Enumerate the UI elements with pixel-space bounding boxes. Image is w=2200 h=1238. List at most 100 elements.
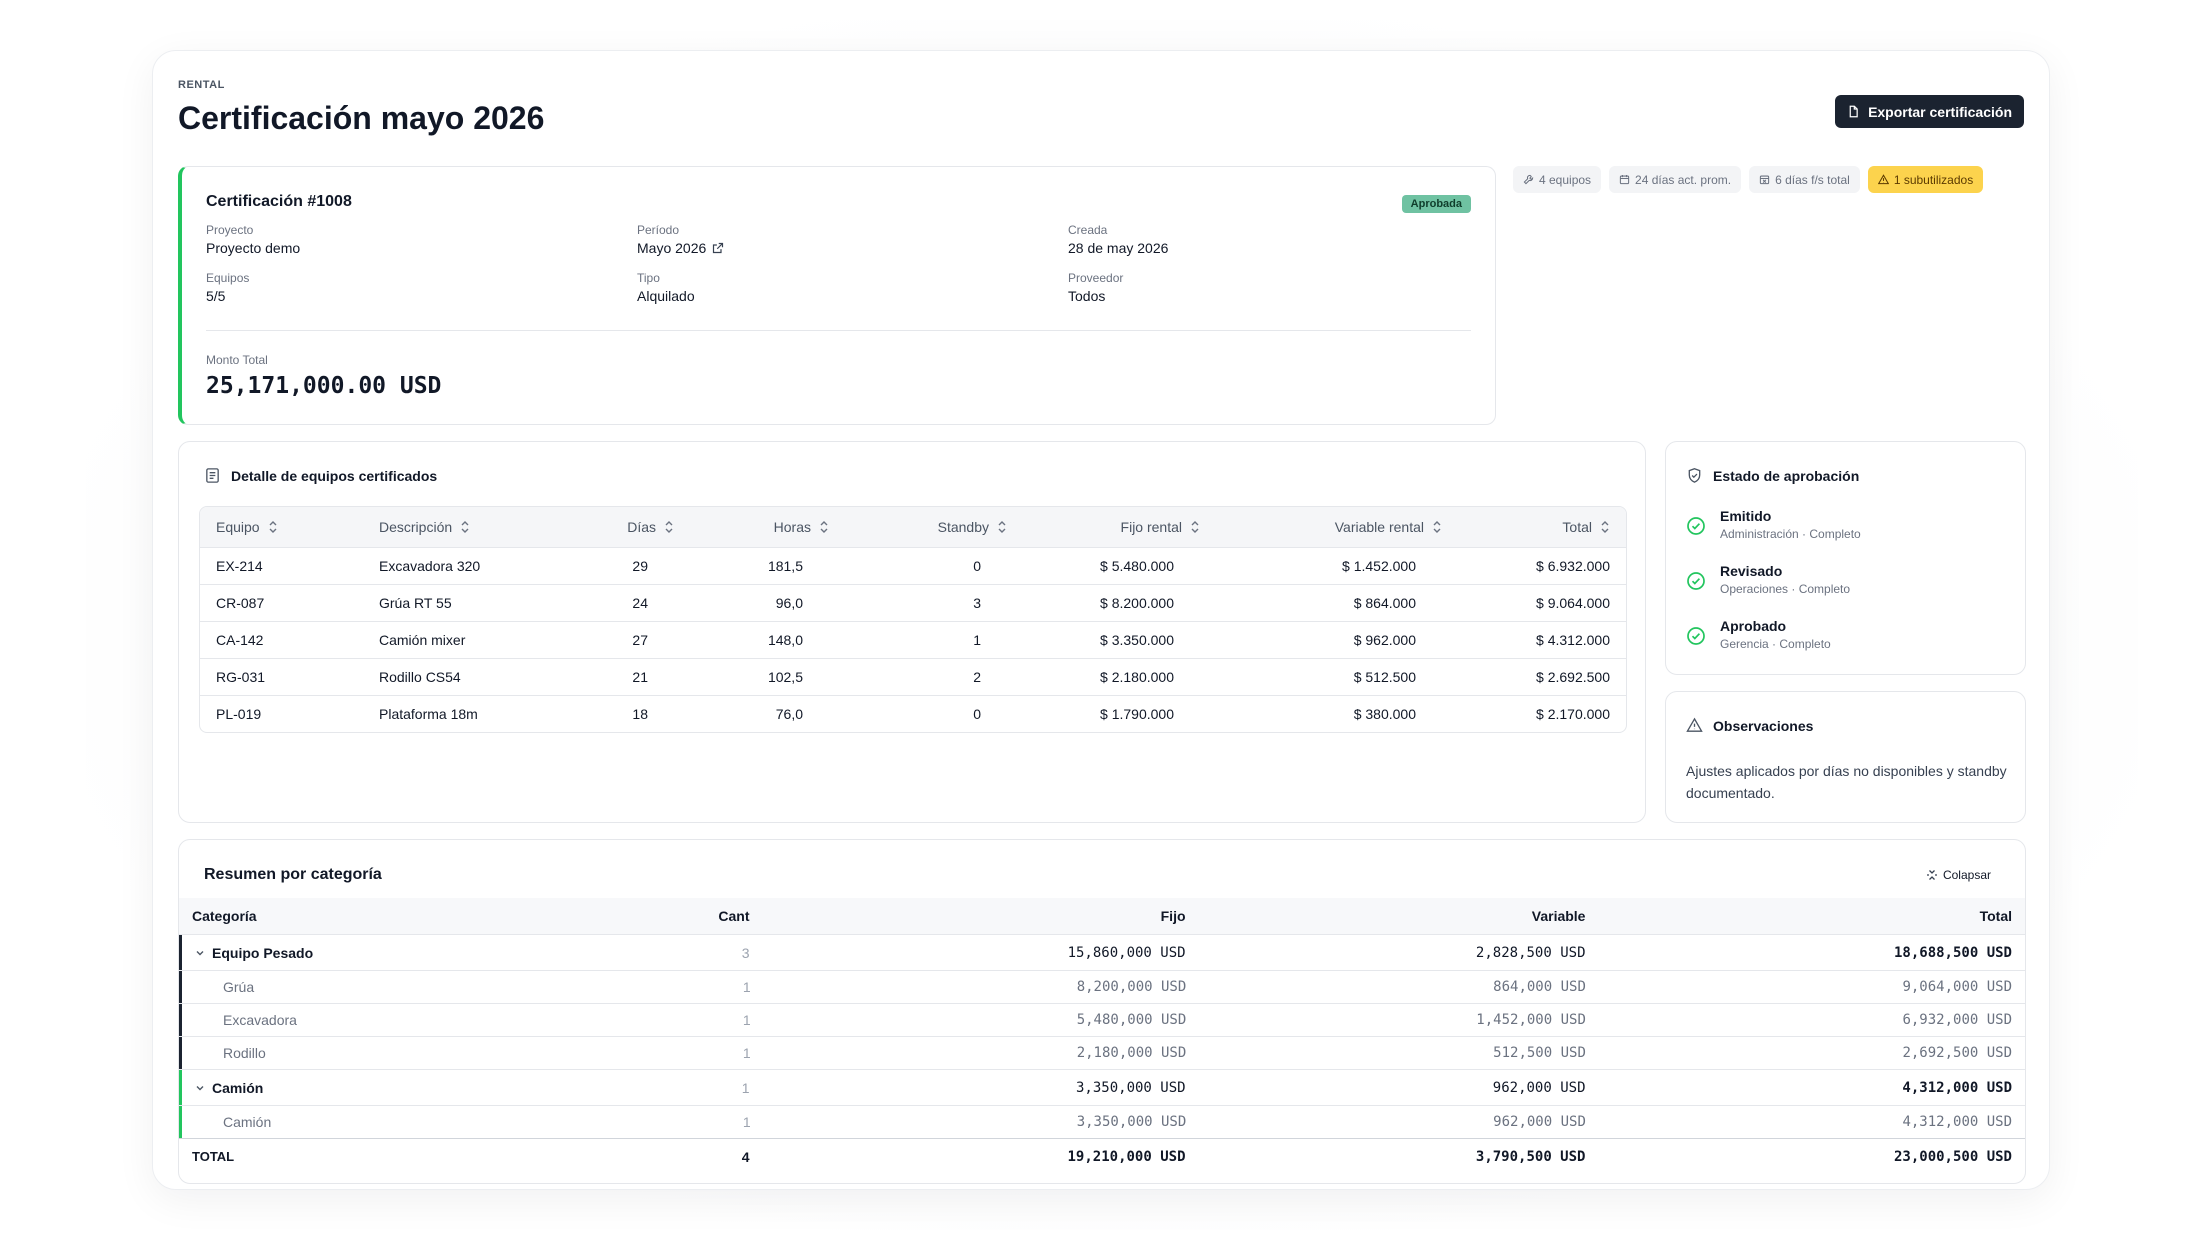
sort-icon (461, 521, 469, 533)
column-header-equipo[interactable]: Equipo (200, 507, 363, 547)
file-icon (1849, 105, 1858, 118)
item-total: 2,692,500 USD (1902, 1045, 2013, 1061)
total-total: 23,000,500 USD (1893, 1148, 2012, 1165)
step-subtitle: Gerencia · Completo (1720, 637, 1831, 651)
cell-variable: $ 380.000 (1353, 706, 1416, 722)
export-button[interactable]: Exportar certificación (1835, 95, 2024, 128)
table-row[interactable]: EX-214 Excavadora 320 29 181,5 0 $ 5.480… (200, 547, 1626, 584)
chip-label: 24 días act. prom. (1635, 172, 1732, 187)
item-variable: 1,452,000 USD (1476, 1012, 1586, 1028)
column-header-variable[interactable]: Variable rental (1216, 507, 1458, 547)
column-header-total[interactable]: Total (1458, 507, 1626, 547)
check-circle-icon (1687, 627, 1705, 645)
approval-step-aprobado: Aprobado Gerencia · Completo (1686, 618, 1831, 651)
summary-total-row: TOTAL 4 19,210,000 USD 3,790,500 USD 23,… (179, 1138, 2025, 1174)
sort-icon (1433, 521, 1441, 533)
item-variable: 962,000 USD (1493, 1114, 1586, 1130)
chip-dias-activos: 24 días act. prom. (1609, 166, 1742, 193)
category-name: Equipo Pesado (212, 944, 314, 961)
amount-value: 25,171,000.00 USD (206, 373, 442, 399)
table-row[interactable]: CA-142 Camión mixer 27 148,0 1 $ 3.350.0… (200, 621, 1626, 658)
field-value[interactable]: Mayo 2026 (637, 240, 724, 256)
cell-horas: 181,5 (767, 558, 803, 574)
field-label: Período (637, 223, 680, 237)
chevron-down-icon[interactable] (194, 947, 206, 959)
cell-descripcion: Plataforma 18m (379, 706, 478, 722)
cell-standby: 1 (973, 632, 981, 648)
collapse-label: Colapsar (1942, 868, 1991, 882)
column-header-horas[interactable]: Horas (690, 507, 845, 547)
cell-dias: 24 (632, 595, 648, 611)
app-window: RENTAL Certificación mayo 2026 Exportar … (152, 50, 2050, 1190)
category-group-row[interactable]: Equipo Pesado 3 15,860,000 USD 2,828,500… (179, 934, 2025, 970)
chip-subutilizados: 1 subutilizados (1867, 166, 1984, 193)
warning-triangle-icon (1686, 717, 1703, 732)
field-label: Equipos (206, 271, 250, 285)
category-total: 4,312,000 USD (1902, 1079, 2012, 1096)
item-fijo: 8,200,000 USD (1076, 979, 1187, 995)
cell-fijo: $ 3.350.000 (1100, 632, 1174, 648)
cell-total: $ 9.064.000 (1536, 595, 1610, 611)
observations-card-header: Observaciones (1686, 717, 1813, 734)
field-proyecto: Proyecto Proyecto demo (206, 223, 300, 256)
item-name: Excavadora (223, 1012, 297, 1028)
sort-icon (998, 521, 1006, 533)
sort-icon (1601, 521, 1609, 533)
check-circle-icon (1687, 517, 1705, 535)
cell-horas: 96,0 (775, 595, 803, 611)
cell-fijo: $ 2.180.000 (1100, 669, 1174, 685)
column-label: Fijo rental (1120, 519, 1182, 535)
field-periodo: Período Mayo 2026 (637, 223, 724, 256)
field-value: Alquilado (637, 288, 695, 304)
chevron-down-icon[interactable] (194, 1082, 206, 1094)
cell-variable: $ 864.000 (1353, 595, 1416, 611)
field-tipo: Tipo Alquilado (637, 271, 695, 304)
field-value: Todos (1068, 288, 1106, 304)
item-variable: 512,500 USD (1493, 1045, 1586, 1061)
external-link-icon[interactable] (712, 242, 724, 254)
periodo-link[interactable]: Mayo 2026 (637, 240, 707, 256)
table-row[interactable]: CR-087 Grúa RT 55 24 96,0 3 $ 8.200.000 … (200, 584, 1626, 621)
table-header-row: Equipo Descripción Días Horas Standby Fi… (200, 507, 1626, 547)
cell-equipo: PL-019 (216, 706, 262, 722)
column-label: Horas (773, 519, 811, 535)
document-list-icon (206, 468, 219, 483)
category-accent-bar (179, 935, 182, 970)
item-variable: 864,000 USD (1493, 979, 1586, 995)
column-header-fijo[interactable]: Fijo rental (1023, 507, 1216, 547)
step-title: Revisado (1720, 563, 1783, 579)
category-group-row[interactable]: Camión 1 3,350,000 USD 962,000 USD 4,312… (179, 1069, 2025, 1105)
approval-card-header: Estado de aprobación (1686, 467, 1859, 484)
step-subtitle: Administración · Completo (1720, 527, 1861, 541)
field-value: 5/5 (206, 288, 226, 304)
approval-card: Estado de aprobación Emitido Administrac… (1665, 441, 2026, 675)
column-header-standby[interactable]: Standby (845, 507, 1023, 547)
table-row[interactable]: PL-019 Plataforma 18m 18 76,0 0 $ 1.790.… (200, 695, 1626, 732)
category-fijo: 3,350,000 USD (1076, 1079, 1186, 1096)
cell-dias: 27 (632, 632, 648, 648)
cell-horas: 76,0 (775, 706, 803, 722)
table-row[interactable]: RG-031 Rodillo CS54 21 102,5 2 $ 2.180.0… (200, 658, 1626, 695)
divider (206, 330, 1471, 331)
amount-label: Monto Total (206, 353, 268, 367)
category-cant: 3 (741, 944, 750, 961)
sort-icon (665, 521, 673, 533)
category-total: 18,688,500 USD (1893, 944, 2012, 961)
column-header-dias[interactable]: Días (584, 507, 690, 547)
collapse-button[interactable]: Colapsar (1926, 868, 1991, 882)
step-title: Aprobado (1720, 618, 1787, 634)
stats-chips: 4 equipos 24 días act. prom. 6 días f/s … (1513, 166, 1984, 193)
column-header-categoria: Categoría (192, 908, 257, 924)
category-item-row: Rodillo 1 2,180,000 USD 512,500 USD 2,69… (179, 1036, 2025, 1069)
collapse-icon (1926, 870, 1937, 880)
approval-step-revisado: Revisado Operaciones · Completo (1686, 563, 1850, 596)
column-label: Variable rental (1334, 519, 1424, 535)
equipment-card: Detalle de equipos certificados Equipo D… (178, 441, 1646, 823)
item-total: 4,312,000 USD (1902, 1114, 2013, 1130)
item-cant: 1 (742, 1012, 751, 1028)
category-variable: 962,000 USD (1492, 1079, 1586, 1096)
column-label: Equipo (216, 519, 260, 535)
column-header-variable: Variable (1531, 908, 1586, 924)
cell-fijo: $ 8.200.000 (1100, 595, 1174, 611)
column-header-descripcion[interactable]: Descripción (363, 507, 584, 547)
